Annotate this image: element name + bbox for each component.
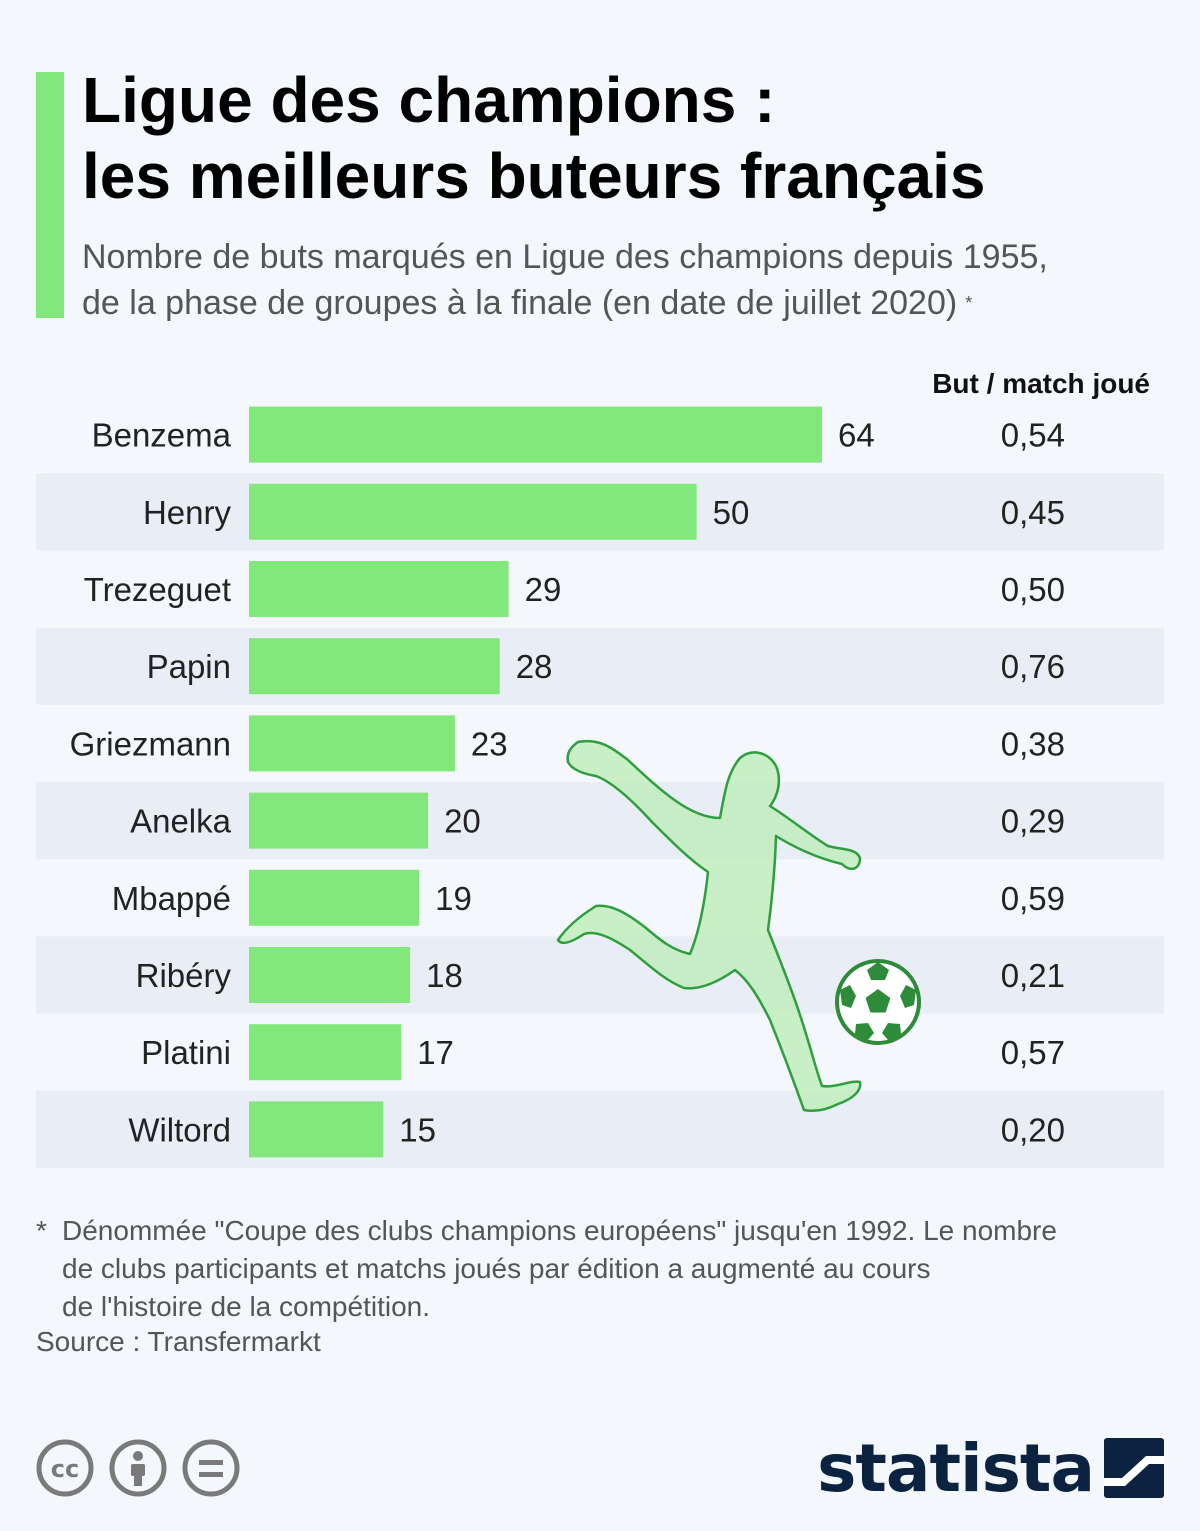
chart-title: Ligue des champions : les meilleurs bute… bbox=[82, 62, 1182, 214]
value-label: 19 bbox=[435, 880, 472, 917]
footnote-line-2: de clubs participants et matchs joués pa… bbox=[62, 1253, 931, 1284]
ratio-label: 0,57 bbox=[1001, 1034, 1065, 1071]
ratio-label: 0,50 bbox=[1001, 571, 1065, 608]
category-label: Wiltord bbox=[128, 1111, 231, 1148]
category-label: Platini bbox=[141, 1034, 231, 1071]
category-label: Mbappé bbox=[112, 880, 231, 917]
chart-title-line-1: Ligue des champions : bbox=[82, 64, 776, 136]
chart-title-line-2: les meilleurs buteurs français bbox=[82, 140, 986, 212]
value-label: 17 bbox=[417, 1034, 454, 1071]
value-label: 64 bbox=[838, 417, 875, 454]
row-stripe bbox=[36, 627, 1164, 705]
category-label: Henry bbox=[143, 494, 232, 531]
footballer-silhouette-icon bbox=[556, 739, 862, 1112]
chart-subtitle-line-1: Nombre de buts marqués en Ligue des cham… bbox=[82, 238, 1048, 276]
footnote-line-1: Dénommée "Coupe des clubs champions euro… bbox=[62, 1215, 1057, 1246]
ratio-label: 0,21 bbox=[1001, 957, 1065, 994]
chart-subtitle: Nombre de buts marqués en Ligue des cham… bbox=[82, 234, 1182, 326]
row-stripe bbox=[36, 782, 1164, 860]
bar bbox=[249, 638, 500, 695]
cc-icon[interactable]: cc bbox=[36, 1439, 94, 1497]
ratio-label: 0,54 bbox=[1001, 417, 1065, 454]
ratio-label: 0,20 bbox=[1001, 1111, 1065, 1148]
category-label: Ribéry bbox=[136, 957, 232, 994]
bar bbox=[249, 869, 420, 926]
footnote-marker: * bbox=[36, 1215, 47, 1246]
value-label: 20 bbox=[444, 803, 481, 840]
statista-wordmark: statista bbox=[817, 1429, 1095, 1507]
category-label: Trezeguet bbox=[84, 571, 231, 608]
bar bbox=[249, 715, 455, 772]
footnote: * Dénommée "Coupe des clubs champions eu… bbox=[36, 1212, 1176, 1326]
source-note: Source : Transfermarkt bbox=[36, 1326, 321, 1357]
license-icons: cc bbox=[36, 1439, 240, 1497]
subtitle-footnote-marker: * bbox=[965, 293, 973, 313]
bar bbox=[249, 947, 411, 1003]
footnote-line-3: de l'histoire de la compétition. bbox=[62, 1291, 430, 1322]
ratio-column-header: But / match joué bbox=[932, 368, 1150, 399]
ratio-label: 0,29 bbox=[1001, 803, 1065, 840]
bar bbox=[249, 1024, 402, 1081]
bar bbox=[249, 561, 509, 617]
value-label: 18 bbox=[426, 957, 463, 994]
row-stripe bbox=[36, 936, 1164, 1014]
category-label: Benzema bbox=[92, 417, 232, 454]
attribution-icon[interactable] bbox=[109, 1439, 167, 1497]
category-label: Papin bbox=[147, 648, 231, 685]
bar bbox=[249, 792, 429, 849]
bar bbox=[249, 483, 697, 540]
value-label: 28 bbox=[516, 648, 553, 685]
value-label: 23 bbox=[471, 725, 508, 762]
category-label: Anelka bbox=[130, 803, 232, 840]
soccer-ball-icon bbox=[835, 959, 921, 1045]
ratio-label: 0,45 bbox=[1001, 494, 1065, 531]
ratio-label: 0,76 bbox=[1001, 648, 1065, 685]
no-derivatives-icon[interactable] bbox=[182, 1439, 240, 1497]
statista-logo[interactable]: statista bbox=[817, 1428, 1164, 1508]
chart-subtitle-line-2-text: de la phase de groupes à la finale (en d… bbox=[82, 284, 958, 322]
footnote-text: Dénommée "Coupe des clubs champions euro… bbox=[36, 1212, 1176, 1326]
ratio-label: 0,59 bbox=[1001, 880, 1065, 917]
bars: Benzema 64 0,54 Henry 50 0,45 Trezeguet 29 0,50 P… bbox=[70, 406, 1065, 1158]
ratio-label: 0,38 bbox=[1001, 725, 1065, 762]
statista-logo-icon bbox=[1104, 1438, 1164, 1498]
bar bbox=[249, 406, 822, 463]
row-stripe bbox=[36, 1090, 1164, 1168]
bar bbox=[249, 1101, 384, 1158]
value-label: 50 bbox=[713, 494, 750, 531]
category-label: Griezmann bbox=[70, 725, 231, 762]
accent-bar bbox=[36, 72, 64, 318]
value-label: 29 bbox=[525, 571, 562, 608]
value-label: 15 bbox=[399, 1111, 436, 1148]
svg-text:cc: cc bbox=[51, 1455, 79, 1483]
chart-subtitle-line-2: de la phase de groupes à la finale (en d… bbox=[82, 280, 1182, 326]
